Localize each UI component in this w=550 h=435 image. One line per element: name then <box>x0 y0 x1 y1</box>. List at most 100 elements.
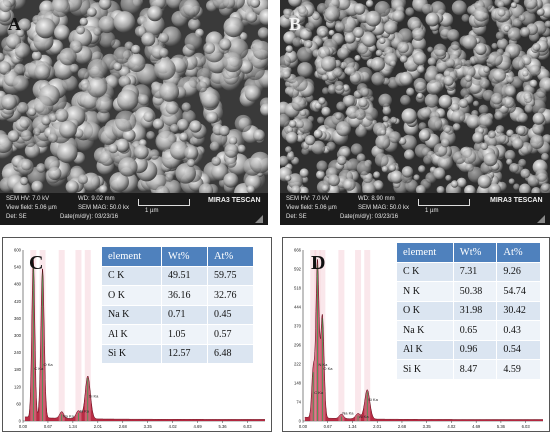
particle-grain <box>483 66 490 73</box>
table-header-row: element Wt% At% <box>396 242 541 263</box>
particle-grain <box>93 27 102 36</box>
particle-grain <box>203 42 216 54</box>
peak-label: Si Ka <box>368 397 378 402</box>
particle-grain <box>380 129 387 136</box>
particle-grain <box>59 47 77 66</box>
date-b: Date(m/d/y): 03/23/16 <box>340 214 399 220</box>
y-tick-label: 300 <box>14 333 22 338</box>
particle-grain <box>416 65 425 74</box>
table-cell: 4.59 <box>496 359 541 380</box>
particle-grain <box>223 16 244 38</box>
particle-grain <box>388 164 396 172</box>
particle-grain <box>433 167 446 180</box>
x-tick-label: 3.35 <box>144 424 153 429</box>
particle-grain <box>322 87 330 95</box>
table-cell: 50.38 <box>452 281 498 302</box>
particle-grain <box>113 62 122 71</box>
particle-grain <box>321 74 329 81</box>
table-cell: 1.05 <box>160 324 208 345</box>
particle-grain <box>517 112 528 123</box>
particle-grain <box>228 136 238 145</box>
particle-grain <box>460 87 471 98</box>
particle-grain <box>113 11 136 33</box>
particle-grain <box>33 95 54 116</box>
particle-grain <box>519 26 531 38</box>
particle-grain <box>149 149 160 160</box>
peak-label: Na Ka <box>63 413 75 418</box>
particle-grain <box>313 129 323 139</box>
particle-grain <box>487 130 496 139</box>
particle-grain <box>122 128 136 142</box>
particle-grain <box>244 85 261 102</box>
wd-a: WD: 9.02 mm <box>78 196 115 202</box>
composition-table-d: element Wt% At% C K 7.31 9.26 N K 50.38 … <box>396 242 541 380</box>
table-cell: 9.26 <box>496 261 541 282</box>
x-tick-label: 0.67 <box>324 424 333 429</box>
y-tick-label: 240 <box>14 350 22 355</box>
particle-grain <box>115 110 137 132</box>
particle-grain <box>518 158 527 167</box>
table-cell: 32.76 <box>206 285 255 306</box>
particle-grain <box>513 183 520 191</box>
scale-bar-a <box>138 199 190 206</box>
x-tick-label: 2.68 <box>119 424 128 429</box>
particle-grain <box>507 27 522 42</box>
particle-grain <box>77 174 88 185</box>
particle-grain <box>350 143 363 156</box>
particle-grain <box>438 94 453 109</box>
particle-grain <box>491 92 503 105</box>
particle-grain <box>246 11 258 23</box>
particle-grain <box>458 98 469 109</box>
particle-grain <box>382 115 389 123</box>
y-tick-label: 0 <box>19 419 22 424</box>
scale-label-b: 1 µm <box>425 208 439 214</box>
particle-grain <box>24 143 40 159</box>
panel-label-a: A <box>8 14 21 34</box>
particle-grain <box>389 60 397 67</box>
particle-grain <box>491 42 498 50</box>
particle-grain <box>77 68 90 80</box>
particle-grain <box>374 0 391 17</box>
table-row: N K 50.38 54.74 <box>396 281 541 302</box>
particle-grain <box>483 152 498 167</box>
particle-grain <box>365 0 374 8</box>
particle-grain <box>423 155 433 165</box>
particle-grain <box>326 141 336 152</box>
particle-grain <box>337 47 350 60</box>
particle-grain <box>252 40 268 60</box>
particle-grain <box>280 55 291 68</box>
particle-grain <box>522 70 529 77</box>
particle-grain <box>532 122 545 135</box>
particle-grain <box>411 27 425 41</box>
particle-grain <box>234 114 252 133</box>
table-row: O K 36.16 32.76 <box>101 285 255 306</box>
peak-label: Si Ka <box>89 393 99 398</box>
particle-grain <box>400 94 411 106</box>
y-tick-label: 222 <box>294 362 302 367</box>
particle-grain <box>475 43 487 56</box>
sem-mag-b: SEM MAG: 50.0 kx <box>358 205 410 211</box>
table-row: Al K 1.05 0.57 <box>101 324 255 345</box>
peak-label: Al Ka <box>79 409 89 414</box>
table-row: Si K 8.47 4.59 <box>396 359 541 380</box>
spectrum-line <box>24 260 265 420</box>
particle-grain <box>301 147 310 156</box>
particle-grain <box>343 178 356 191</box>
particle-grain <box>184 32 203 51</box>
table-row: O K 31.98 30.42 <box>396 300 541 321</box>
y-tick-label: 360 <box>14 316 22 321</box>
column-header: Wt% <box>160 246 208 267</box>
particle-grain <box>65 180 79 193</box>
particle-grain <box>288 0 302 7</box>
particle-grain <box>382 106 392 116</box>
sem-hv-b: SEM HV: 7.0 kV <box>286 196 330 202</box>
particle-grain <box>497 0 505 9</box>
spectrum-line <box>304 259 543 420</box>
particle-grain <box>298 7 309 18</box>
peak-label: O Ka <box>323 366 333 371</box>
corner-marker-b <box>537 215 545 223</box>
particle-grain <box>127 53 146 73</box>
particle-grain <box>83 123 102 142</box>
particle-grain <box>523 94 533 104</box>
particle-grain <box>530 135 544 150</box>
